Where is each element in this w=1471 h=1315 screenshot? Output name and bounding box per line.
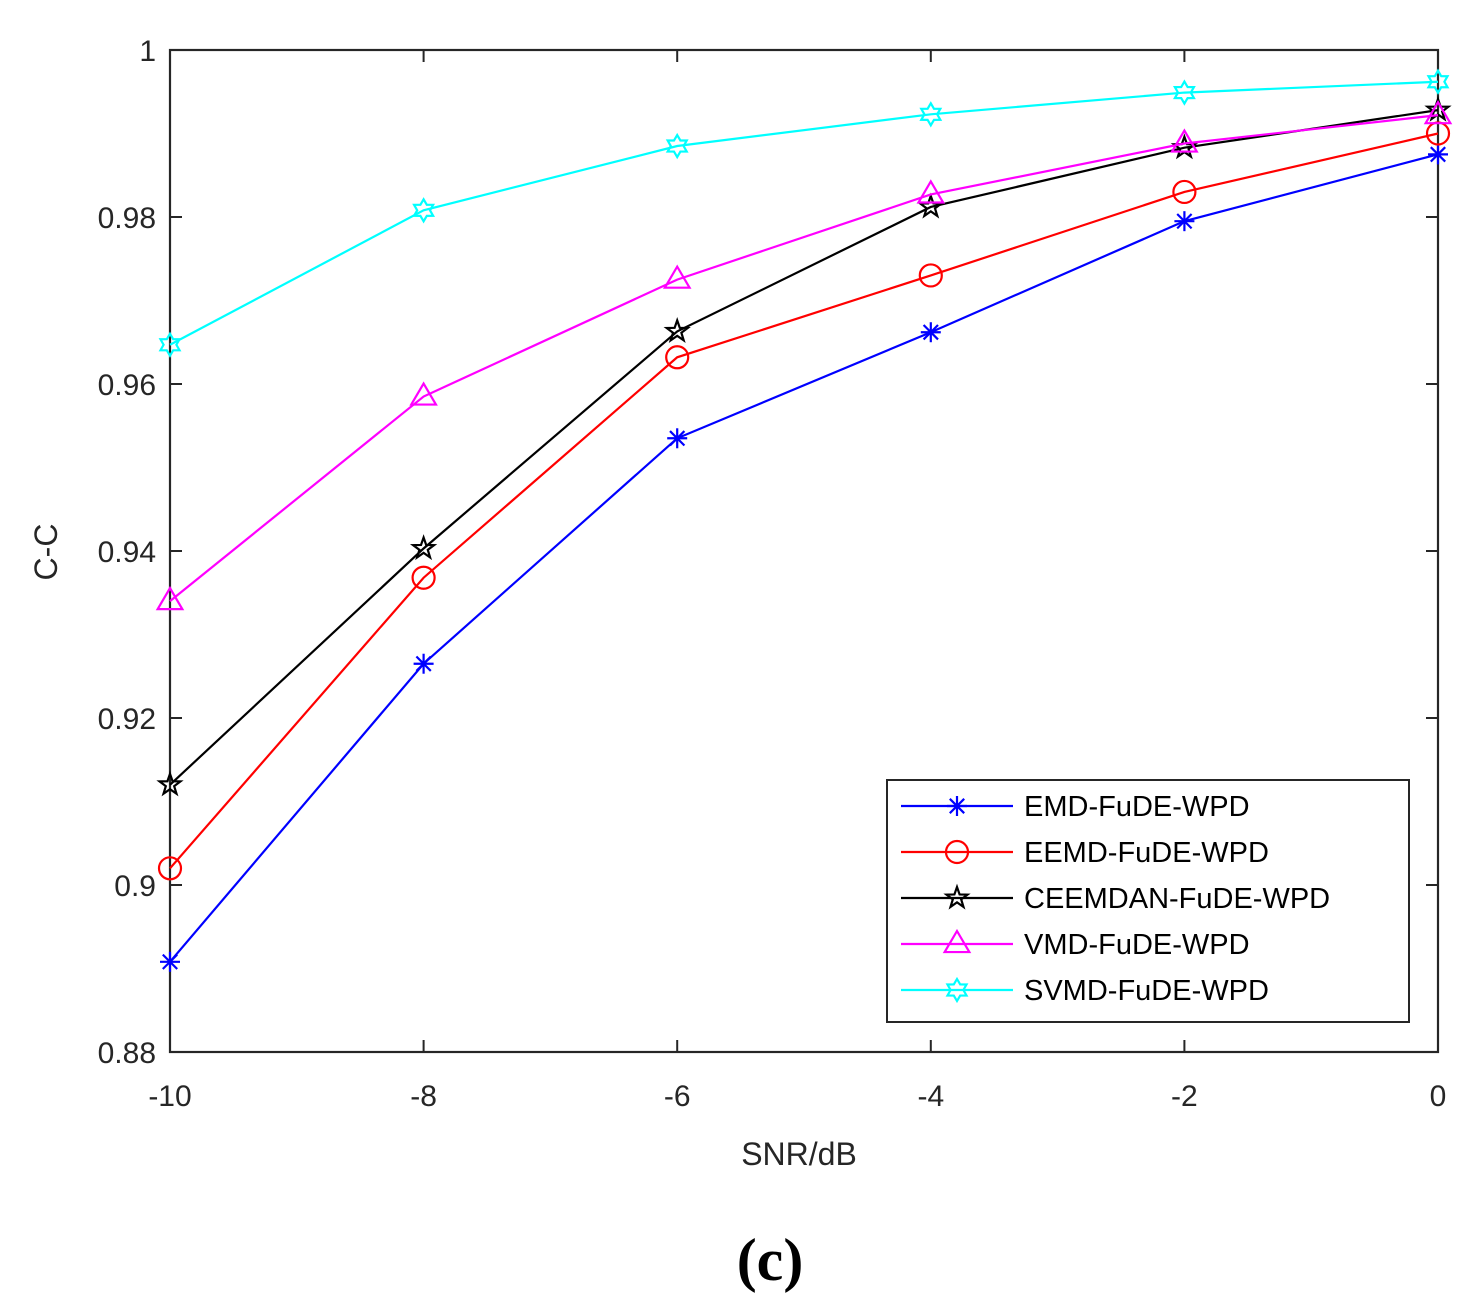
legend-marker — [943, 883, 971, 910]
series-line — [169, 109, 1439, 786]
data-point — [411, 565, 436, 590]
data-point — [156, 770, 184, 797]
y-tick-label: 0.94 — [98, 536, 156, 569]
legend-label: EMD-FuDE-WPD — [1024, 791, 1250, 823]
data-point — [1172, 179, 1197, 205]
series-vmd-fude-wpd — [155, 99, 1453, 611]
data-point — [918, 263, 943, 288]
data-point — [662, 264, 692, 289]
data-point — [409, 534, 438, 561]
axes-ticks: -10 -8 -6 -4 -2 0 0.88 0.9 0.92 0.94 0.96 0.98 1 — [98, 35, 1447, 1113]
legend-item: VMD-FuDE-WPD — [901, 928, 1250, 961]
series-emd-fude-wpd — [160, 144, 1448, 972]
series-eemd-fude-wpd — [157, 121, 1451, 881]
x-tick-label: -6 — [664, 1080, 691, 1113]
y-tick-label: 0.9 — [114, 870, 156, 903]
data-point — [1424, 95, 1452, 122]
data-point — [409, 381, 438, 406]
data-point — [665, 132, 689, 160]
legend-box — [886, 779, 1410, 1023]
series-line — [169, 153, 1439, 963]
data-point — [916, 179, 946, 204]
legend: EMD-FuDE-WPD EEMD-FuDE-WPD CEEMDAN-FuDE-WP… — [886, 779, 1410, 1023]
x-tick-label: 0 — [1430, 1080, 1447, 1113]
data-point — [157, 856, 183, 881]
legend-label: CEEMDAN-FuDE-WPD — [1024, 883, 1330, 915]
series-svmd-fude-wpd — [158, 68, 1450, 358]
data-point — [665, 345, 690, 370]
data-point — [1426, 68, 1450, 95]
y-tick-label: 0.96 — [98, 369, 156, 402]
legend-marker — [942, 928, 972, 954]
data-point — [920, 322, 941, 343]
data-point — [412, 197, 436, 224]
data-point — [663, 317, 691, 344]
data-point — [155, 585, 185, 611]
data-point — [1172, 79, 1196, 106]
x-tick-label: -8 — [410, 1080, 437, 1113]
data-point — [158, 331, 182, 358]
data-point — [1174, 211, 1195, 232]
legend-item: EEMD-FuDE-WPD — [901, 837, 1269, 869]
x-tick-label: -4 — [917, 1080, 944, 1113]
legend-marker — [947, 796, 967, 816]
x-tick-label: -2 — [1171, 1080, 1198, 1113]
data-point — [1428, 144, 1448, 165]
y-tick-label: 0.98 — [98, 202, 156, 235]
y-axis-label: C-C — [28, 524, 64, 581]
legend-item: CEEMDAN-FuDE-WPD — [901, 883, 1330, 915]
legend-marker — [944, 839, 970, 865]
legend-label: VMD-FuDE-WPD — [1024, 929, 1250, 961]
legend-item: SVMD-FuDE-WPD — [901, 975, 1269, 1007]
legend-item: EMD-FuDE-WPD — [901, 791, 1250, 823]
data-point — [413, 653, 434, 674]
legend-label: SVMD-FuDE-WPD — [1024, 975, 1269, 1007]
x-tick-label: -10 — [148, 1080, 191, 1113]
y-tick-label: 0.88 — [98, 1037, 156, 1070]
legend-marker — [945, 976, 969, 1004]
y-tick-label: 0.92 — [98, 703, 156, 736]
series-layer — [155, 68, 1453, 972]
legend-label: EEMD-FuDE-WPD — [1024, 837, 1269, 869]
y-tick-label: 1 — [139, 35, 156, 68]
data-point — [667, 428, 688, 449]
panel-label: (c) — [737, 1227, 804, 1293]
data-point — [1423, 99, 1453, 125]
x-axis-label: SNR/dB — [741, 1136, 857, 1172]
data-point — [1170, 128, 1199, 153]
series-line — [169, 80, 1439, 346]
data-point — [919, 101, 943, 128]
data-point — [160, 951, 180, 972]
series-line — [169, 132, 1439, 870]
series-line — [169, 114, 1439, 602]
